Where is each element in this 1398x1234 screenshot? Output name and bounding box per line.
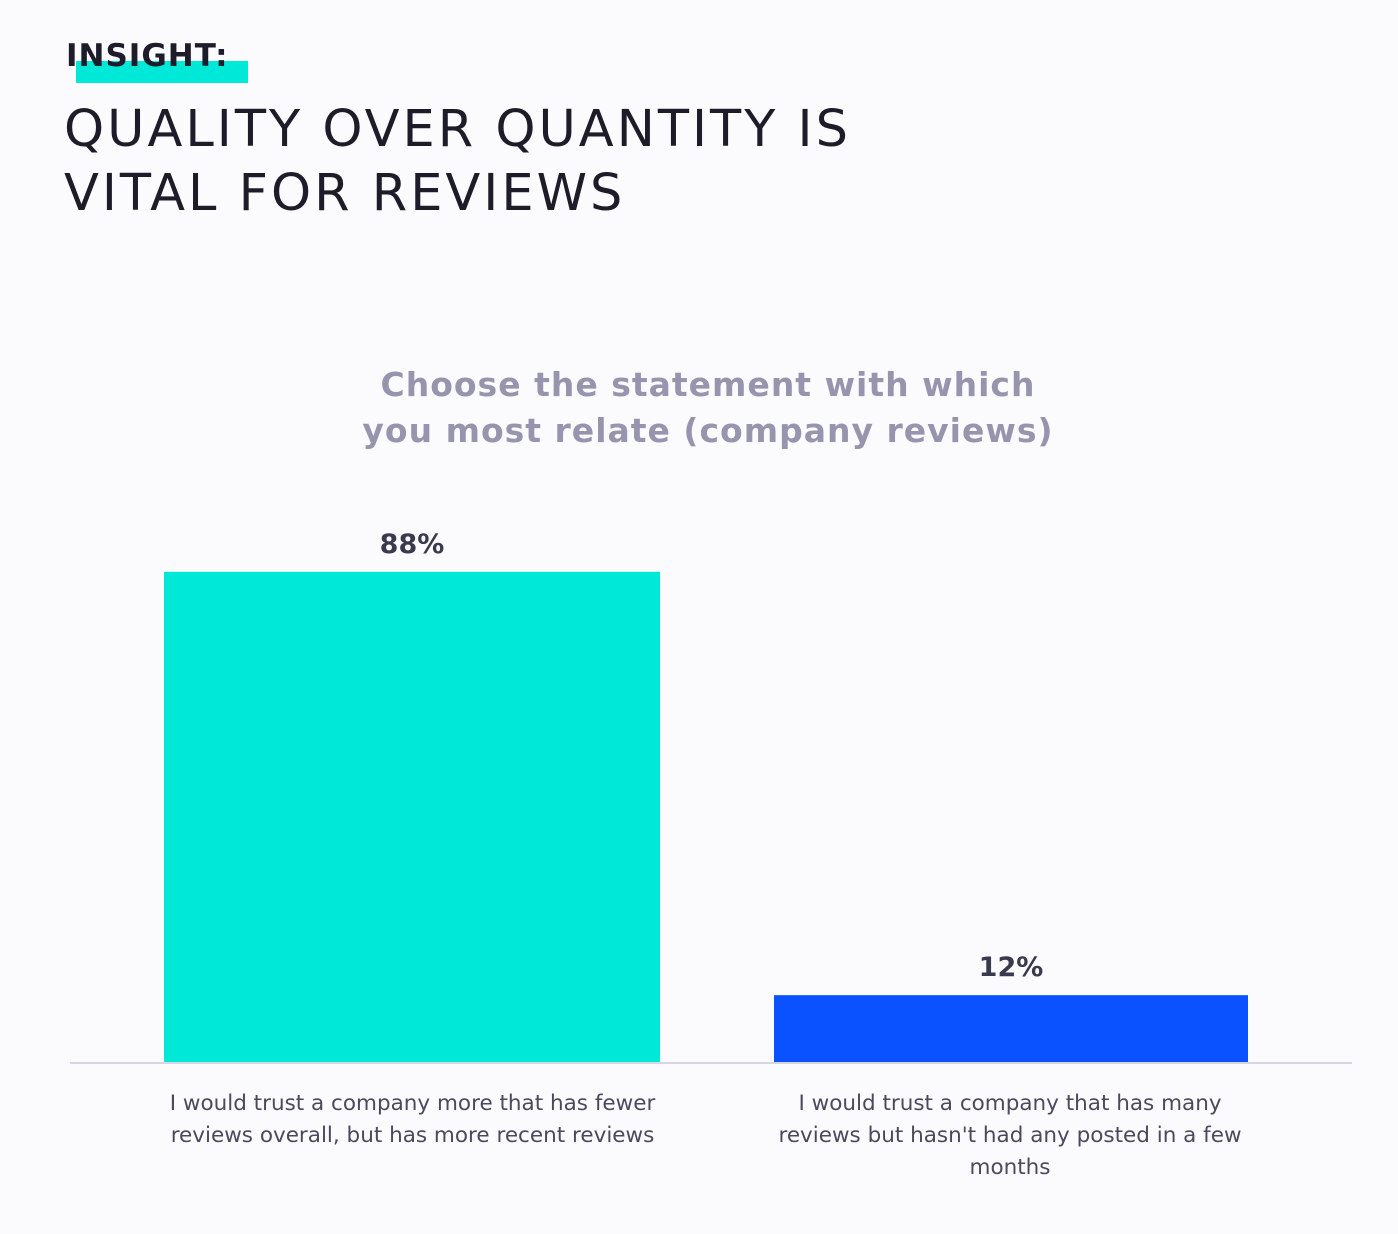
insight-kicker: INSIGHT: [66,36,256,86]
category-label-1: I would trust a company more that has fe… [169,1091,656,1148]
kicker-label: INSIGHT: [66,38,229,74]
bar-1 [164,571,660,1062]
bar-2 [774,995,1248,1062]
value-label-2: 12% [979,952,1044,983]
category-label-2: I would trust a company that has many re… [778,1091,1242,1180]
page-headline: QUALITY OVER QUANTITY IS VITAL FOR REVIE… [64,100,851,223]
kicker-highlight [76,61,248,83]
value-label-1: 88% [380,529,445,560]
chart-title: Choose the statement with which you most… [362,365,1054,450]
